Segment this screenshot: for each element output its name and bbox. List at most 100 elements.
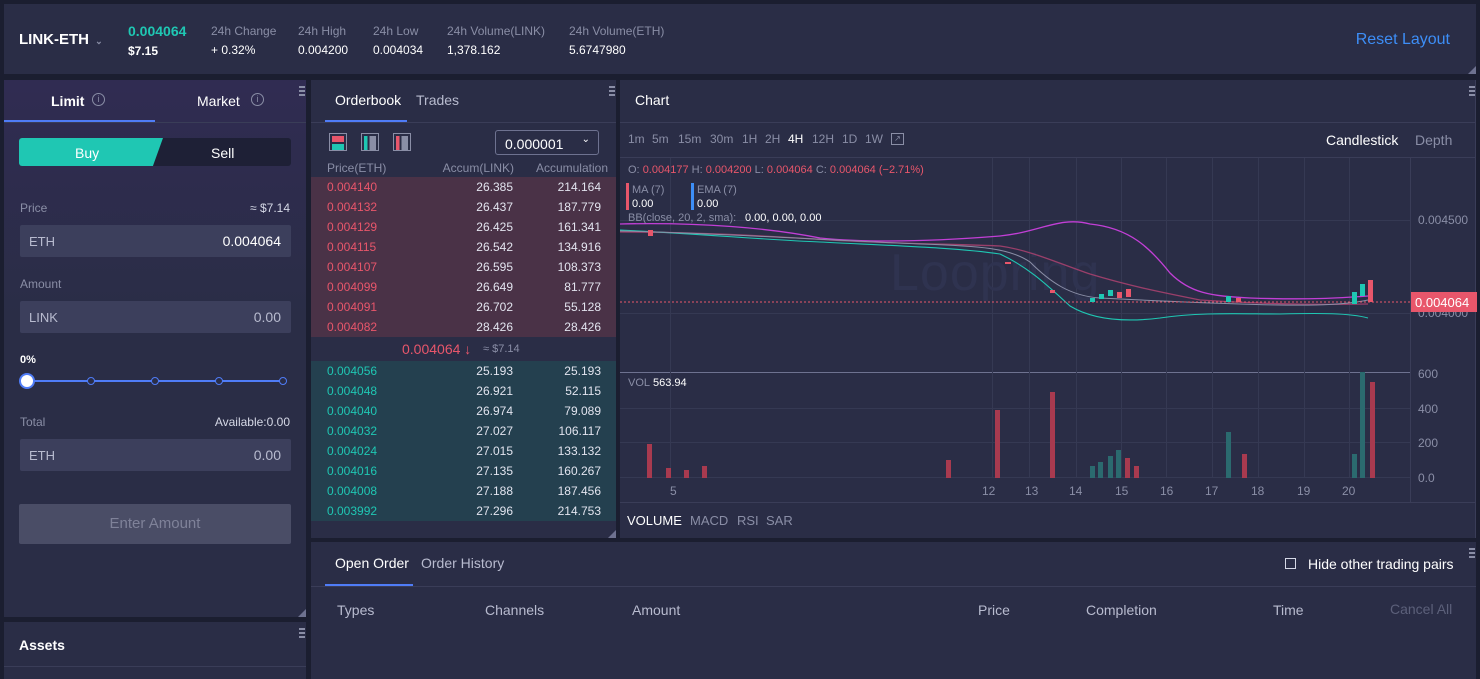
timeframe-1d[interactable]: 1D — [842, 132, 858, 146]
ask-row[interactable]: 0.004107 26.595 108.373 — [311, 257, 609, 277]
volume-bar — [1116, 450, 1121, 478]
timeframe-4h[interactable]: 4H — [788, 132, 804, 146]
tab-open-order[interactable]: Open Order — [325, 542, 413, 586]
bid-row[interactable]: 0.004024 27.015 133.132 — [311, 441, 609, 461]
drag-handle-icon[interactable] — [1469, 546, 1475, 560]
row-accumulation: 106.117 — [558, 424, 602, 438]
total-input[interactable]: ETH 0.00 — [20, 439, 291, 471]
tab-limit[interactable]: Limit i — [4, 80, 155, 122]
timeframe-1w[interactable]: 1W — [865, 132, 883, 146]
ask-row[interactable]: 0.004115 26.542 134.916 — [311, 237, 609, 257]
indicator-volume[interactable]: VOLUME — [627, 513, 682, 528]
chart-settings-icon[interactable]: ↗ — [891, 133, 904, 145]
candle — [648, 230, 653, 236]
slider-step-25[interactable] — [87, 377, 95, 385]
precision-select[interactable]: 0.000001 ⌄ — [495, 130, 599, 155]
drag-handle-icon[interactable] — [299, 84, 305, 98]
view-both-icon[interactable] — [329, 133, 347, 151]
tab-trades[interactable]: Trades — [416, 92, 460, 108]
view-candlestick[interactable]: Candlestick — [1326, 132, 1399, 148]
row-accum: 26.595 — [476, 260, 513, 274]
ask-row[interactable]: 0.004091 26.702 55.128 — [311, 297, 609, 317]
timeframe-5m[interactable]: 5m — [652, 132, 669, 146]
row-accumulation: 55.128 — [564, 300, 601, 314]
bid-row[interactable]: 0.004056 25.193 25.193 — [311, 361, 609, 381]
chart-panel: Chart — [620, 80, 1476, 538]
timeframe-1h[interactable]: 1H — [742, 132, 758, 146]
bb-upper-line — [620, 221, 1369, 300]
amount-input[interactable]: LINK 0.00 — [20, 301, 291, 333]
bid-row[interactable]: 0.004008 27.188 187.456 — [311, 481, 609, 501]
tab-market[interactable]: Market i — [155, 80, 306, 122]
view-asks-icon[interactable] — [393, 133, 411, 151]
buy-button[interactable]: Buy — [19, 138, 163, 166]
slider-handle[interactable] — [19, 373, 35, 389]
drag-handle-icon[interactable] — [299, 626, 305, 640]
grid-line — [1029, 158, 1030, 478]
tab-orderbook[interactable]: Orderbook — [325, 80, 407, 122]
slider-step-50[interactable] — [151, 377, 159, 385]
view-depth[interactable]: Depth — [1415, 132, 1453, 148]
timeframe-30m[interactable]: 30m — [710, 132, 734, 146]
slider-step-75[interactable] — [215, 377, 223, 385]
ask-row[interactable]: 0.004082 28.426 28.426 — [311, 317, 609, 337]
x-axis-label: 18 — [1251, 484, 1265, 498]
row-price: 0.004056 — [327, 364, 378, 378]
stat-value: 5.6747980 — [569, 43, 626, 57]
resize-handle[interactable] — [608, 530, 616, 538]
divider — [620, 502, 1475, 503]
bid-row[interactable]: 0.003992 27.296 214.753 — [311, 501, 609, 521]
stat-label: 24h Volume(ETH) — [569, 24, 665, 38]
cancel-all-button[interactable]: Cancel All — [1390, 601, 1453, 617]
bids-list: 0.004056 25.193 25.193 0.004048 26.921 52.115… — [311, 361, 616, 521]
volume-bar — [1050, 392, 1055, 478]
timeframe-12h[interactable]: 12H — [812, 132, 835, 146]
indicator-macd[interactable]: MACD — [690, 513, 729, 528]
drag-handle-icon[interactable] — [609, 84, 615, 98]
trade-panel: Limit i Market i Buy Sell Price ≈ $7.14 … — [4, 80, 306, 617]
resize-handle[interactable] — [1468, 66, 1476, 74]
x-axis-label: 13 — [1025, 484, 1039, 498]
ohlc-close: 0.004064 (−2.71%) — [829, 164, 924, 176]
x-axis-label: 15 — [1115, 484, 1129, 498]
hide-pairs-checkbox[interactable] — [1285, 558, 1296, 569]
indicator-sar[interactable]: SAR — [766, 513, 793, 528]
vol-value: 563.94 — [653, 377, 687, 389]
resize-handle[interactable] — [298, 609, 306, 617]
slider-step-100[interactable] — [279, 377, 287, 385]
indicator-rsi[interactable]: RSI — [737, 513, 759, 528]
row-accum: 26.437 — [476, 200, 513, 214]
candle — [1090, 298, 1095, 302]
price-input[interactable]: ETH 0.004064 — [20, 225, 291, 257]
timeframe-2h[interactable]: 2H — [765, 132, 781, 146]
row-accum: 26.649 — [476, 280, 513, 294]
hide-pairs-label[interactable]: Hide other trading pairs — [1308, 556, 1454, 572]
bid-row[interactable]: 0.004048 26.921 52.115 — [311, 381, 609, 401]
volume-bars — [647, 372, 1375, 478]
col-price: Price(ETH) — [327, 161, 387, 175]
timeframe-15m[interactable]: 15m — [678, 132, 702, 146]
divider — [4, 122, 306, 123]
bid-row[interactable]: 0.004016 27.135 160.267 — [311, 461, 609, 481]
submit-button[interactable]: Enter Amount — [19, 504, 291, 544]
amount-label: Amount — [20, 277, 62, 291]
stat-24h-low: 24h Low 0.004034 — [373, 24, 423, 57]
ask-row[interactable]: 0.004140 26.385 214.164 — [311, 177, 609, 197]
ask-row[interactable]: 0.004099 26.649 81.777 — [311, 277, 609, 297]
tab-label: Limit — [51, 93, 85, 109]
sell-button[interactable]: Sell — [163, 138, 291, 166]
ohlc-open: 0.004177 — [642, 164, 689, 176]
view-bids-icon[interactable] — [361, 133, 379, 151]
ask-row[interactable]: 0.004132 26.437 187.779 — [311, 197, 609, 217]
bid-row[interactable]: 0.004040 26.974 79.089 — [311, 401, 609, 421]
price-unit: ETH — [29, 234, 55, 249]
bid-row[interactable]: 0.004032 27.027 106.117 — [311, 421, 609, 441]
drag-handle-icon[interactable] — [1469, 84, 1475, 98]
row-accum: 26.385 — [476, 180, 513, 194]
ask-row[interactable]: 0.004129 26.425 161.341 — [311, 217, 609, 237]
ohlc-h-label: H: — [691, 164, 703, 176]
timeframe-1m[interactable]: 1m — [628, 132, 645, 146]
tab-order-history[interactable]: Order History — [421, 555, 505, 571]
pair-selector[interactable]: LINK-ETH ⌄ — [19, 31, 103, 48]
reset-layout-link[interactable]: Reset Layout — [1355, 31, 1450, 48]
